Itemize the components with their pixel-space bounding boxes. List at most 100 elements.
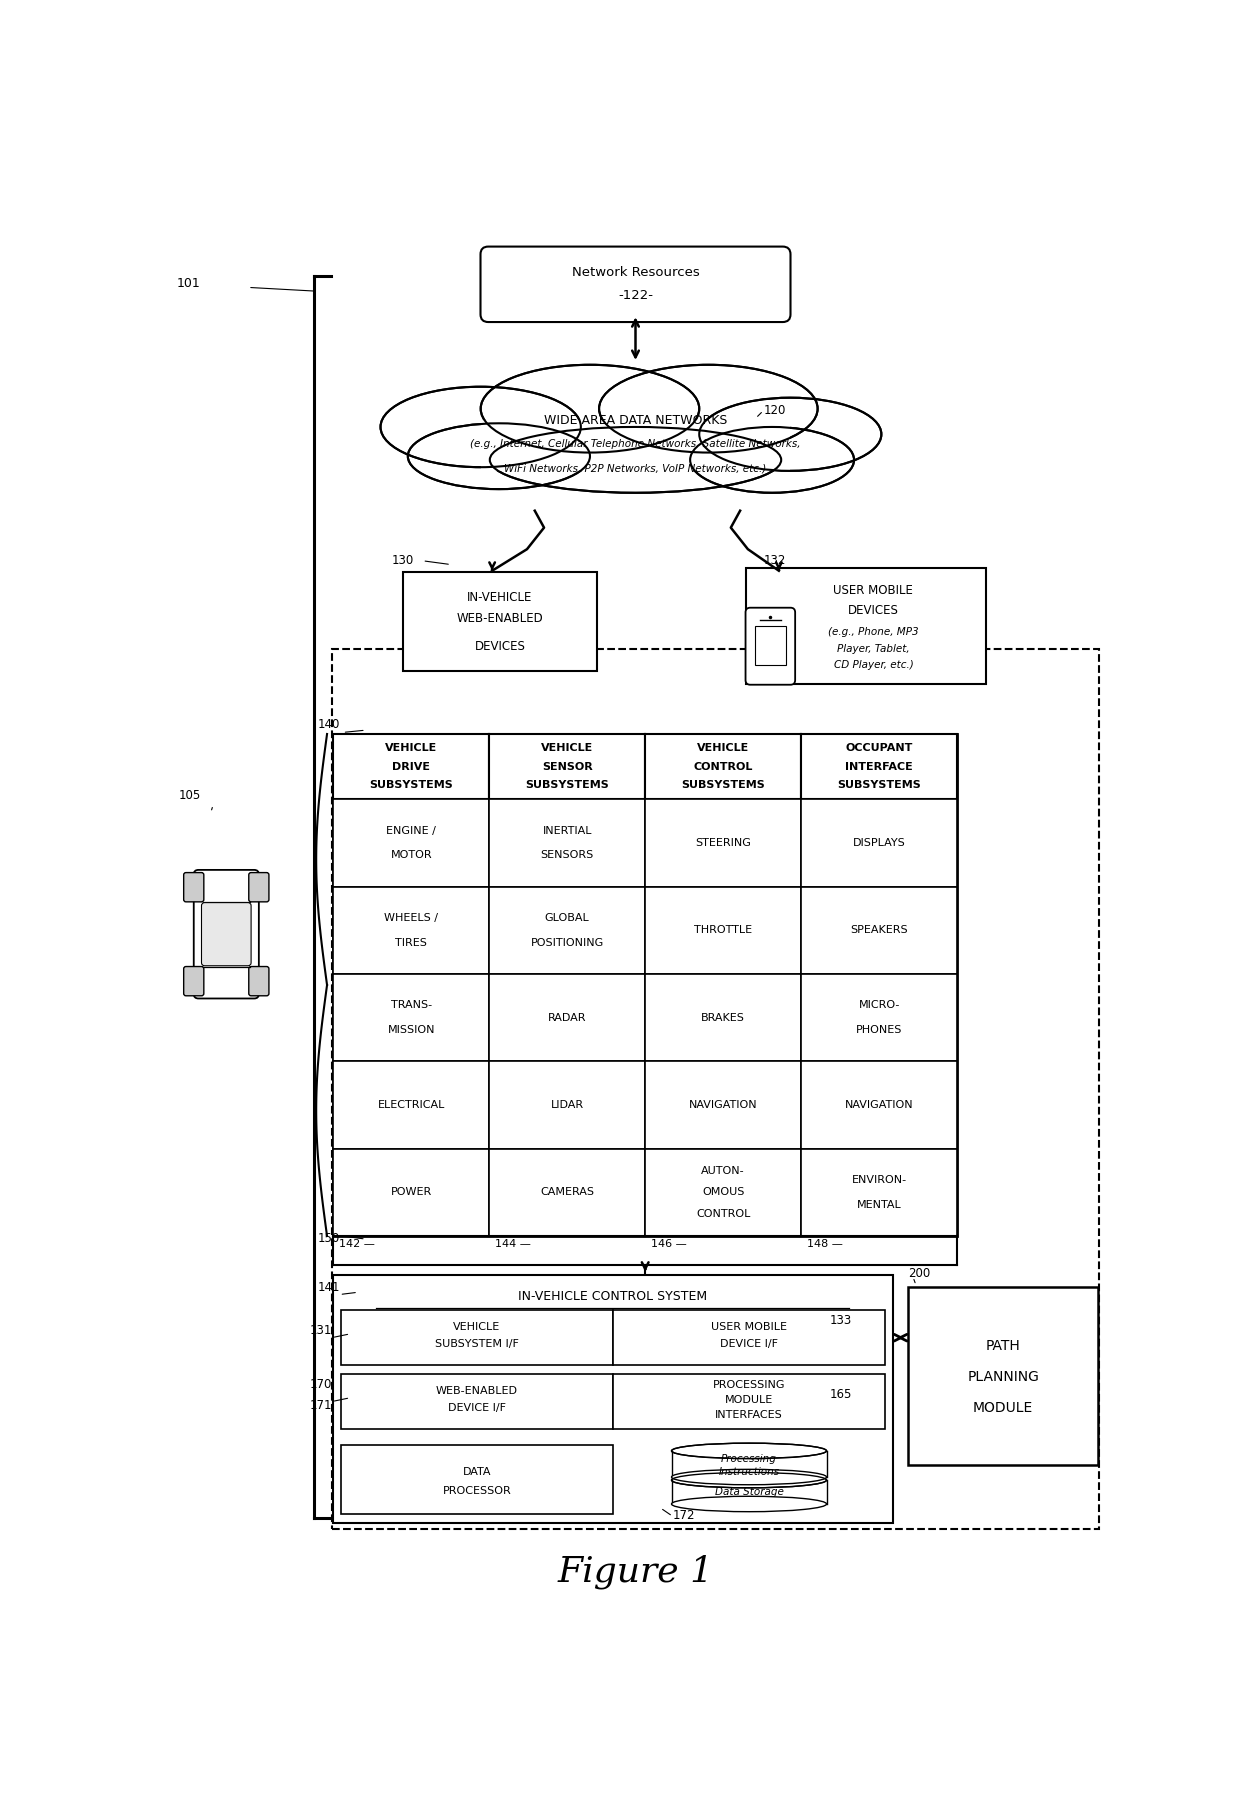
Text: CD Player, etc.): CD Player, etc.) — [833, 661, 914, 670]
FancyBboxPatch shape — [201, 902, 250, 965]
Text: NAVIGATION: NAVIGATION — [689, 1099, 758, 1110]
Text: 131: 131 — [310, 1324, 332, 1337]
Text: 142 —: 142 — — [340, 1239, 376, 1250]
Text: WEB-ENABLED: WEB-ENABLED — [436, 1385, 518, 1396]
Text: USER MOBILE: USER MOBILE — [711, 1322, 787, 1331]
Bar — [341, 1375, 613, 1429]
Text: LIDAR: LIDAR — [551, 1099, 584, 1110]
Bar — [908, 1288, 1099, 1465]
Text: INTERFACE: INTERFACE — [846, 762, 913, 771]
FancyBboxPatch shape — [184, 873, 203, 902]
Text: BRAKES: BRAKES — [702, 1012, 745, 1023]
Bar — [745, 569, 986, 685]
Text: 105: 105 — [179, 790, 201, 802]
Text: ENVIRON-: ENVIRON- — [852, 1175, 906, 1184]
Bar — [334, 733, 490, 799]
Ellipse shape — [672, 1496, 827, 1512]
Text: MODULE: MODULE — [973, 1400, 1033, 1414]
FancyBboxPatch shape — [249, 967, 269, 996]
Text: SUBSYSTEMS: SUBSYSTEMS — [370, 781, 453, 790]
Text: 140: 140 — [317, 717, 340, 732]
Text: INTERFACES: INTERFACES — [715, 1411, 782, 1420]
Text: ELECTRICAL: ELECTRICAL — [377, 1099, 445, 1110]
Bar — [490, 1148, 645, 1237]
Text: PLANNING: PLANNING — [967, 1369, 1039, 1384]
Text: VEHICLE: VEHICLE — [697, 743, 749, 753]
Bar — [801, 733, 957, 799]
Bar — [801, 799, 957, 887]
Bar — [490, 1061, 645, 1148]
Text: VEHICLE: VEHICLE — [386, 743, 438, 753]
Text: 165: 165 — [830, 1387, 852, 1400]
Text: MOTOR: MOTOR — [391, 851, 432, 860]
FancyBboxPatch shape — [745, 608, 795, 685]
Text: INERTIAL: INERTIAL — [542, 826, 591, 837]
Text: 141: 141 — [317, 1280, 340, 1293]
Text: ENGINE /: ENGINE / — [387, 826, 436, 837]
Text: SENSORS: SENSORS — [541, 851, 594, 860]
Ellipse shape — [691, 427, 854, 493]
Text: DEVICE I/F: DEVICE I/F — [448, 1404, 506, 1413]
Text: OMOUS: OMOUS — [702, 1188, 744, 1197]
Text: (e.g., Internet, Cellular Telephone Networks, Satellite Networks,: (e.g., Internet, Cellular Telephone Netw… — [470, 438, 801, 449]
Text: SUBSYSTEMS: SUBSYSTEMS — [526, 781, 609, 790]
Text: THROTTLE: THROTTLE — [694, 925, 753, 936]
Text: IN-VEHICLE: IN-VEHICLE — [467, 590, 532, 605]
Ellipse shape — [490, 427, 781, 493]
Bar — [334, 974, 490, 1061]
Bar — [334, 733, 957, 1237]
Text: TIRES: TIRES — [396, 938, 427, 947]
Bar — [490, 799, 645, 887]
FancyBboxPatch shape — [249, 873, 269, 902]
Text: 101: 101 — [176, 277, 201, 290]
Ellipse shape — [599, 364, 817, 453]
Text: POSITIONING: POSITIONING — [531, 938, 604, 947]
Text: OCCUPANT: OCCUPANT — [846, 743, 913, 753]
Text: SUBSYSTEM I/F: SUBSYSTEM I/F — [435, 1338, 520, 1349]
FancyBboxPatch shape — [184, 967, 203, 996]
Ellipse shape — [408, 424, 590, 489]
Ellipse shape — [699, 398, 882, 471]
Text: Network Resources: Network Resources — [572, 266, 699, 279]
Text: MICRO-: MICRO- — [858, 1000, 900, 1011]
Text: USER MOBILE: USER MOBILE — [833, 583, 914, 596]
Text: AUTON-: AUTON- — [702, 1166, 745, 1175]
Bar — [801, 974, 957, 1061]
Ellipse shape — [672, 1469, 827, 1485]
Text: SPEAKERS: SPEAKERS — [851, 925, 908, 936]
Text: RADAR: RADAR — [548, 1012, 587, 1023]
Text: SUBSYSTEMS: SUBSYSTEMS — [681, 781, 765, 790]
Text: MENTAL: MENTAL — [857, 1199, 901, 1210]
Text: 120: 120 — [764, 404, 786, 417]
Text: TRANS-: TRANS- — [391, 1000, 432, 1011]
Bar — [801, 1148, 957, 1237]
Bar — [801, 887, 957, 974]
Text: 132: 132 — [764, 554, 786, 567]
Text: PATH: PATH — [986, 1338, 1021, 1353]
Text: 146 —: 146 — — [651, 1239, 687, 1250]
Text: Processing: Processing — [722, 1454, 777, 1465]
Text: WIDE AREA DATA NETWORKS: WIDE AREA DATA NETWORKS — [544, 415, 727, 427]
FancyBboxPatch shape — [193, 869, 259, 998]
Bar — [490, 974, 645, 1061]
Text: Player, Tablet,: Player, Tablet, — [837, 643, 910, 654]
Text: DEVICE I/F: DEVICE I/F — [720, 1338, 777, 1349]
Text: SENSOR: SENSOR — [542, 762, 593, 771]
Text: DRIVE: DRIVE — [392, 762, 430, 771]
Bar — [490, 733, 645, 799]
Text: 150: 150 — [317, 1231, 340, 1246]
Text: WiFi Networks, P2P Networks, VoIP Networks, etc.): WiFi Networks, P2P Networks, VoIP Networ… — [505, 464, 766, 473]
Ellipse shape — [672, 1443, 827, 1458]
Text: 144 —: 144 — — [496, 1239, 531, 1250]
Bar — [613, 1309, 885, 1365]
Bar — [334, 887, 490, 974]
Bar — [334, 1275, 893, 1523]
Text: Instructions: Instructions — [718, 1467, 780, 1476]
Bar — [334, 799, 490, 887]
FancyBboxPatch shape — [481, 246, 791, 322]
Bar — [341, 1309, 613, 1365]
Text: (e.g., Phone, MP3: (e.g., Phone, MP3 — [828, 627, 919, 637]
Bar — [334, 1061, 490, 1148]
Text: 171: 171 — [310, 1400, 332, 1413]
Bar — [332, 650, 1099, 1528]
